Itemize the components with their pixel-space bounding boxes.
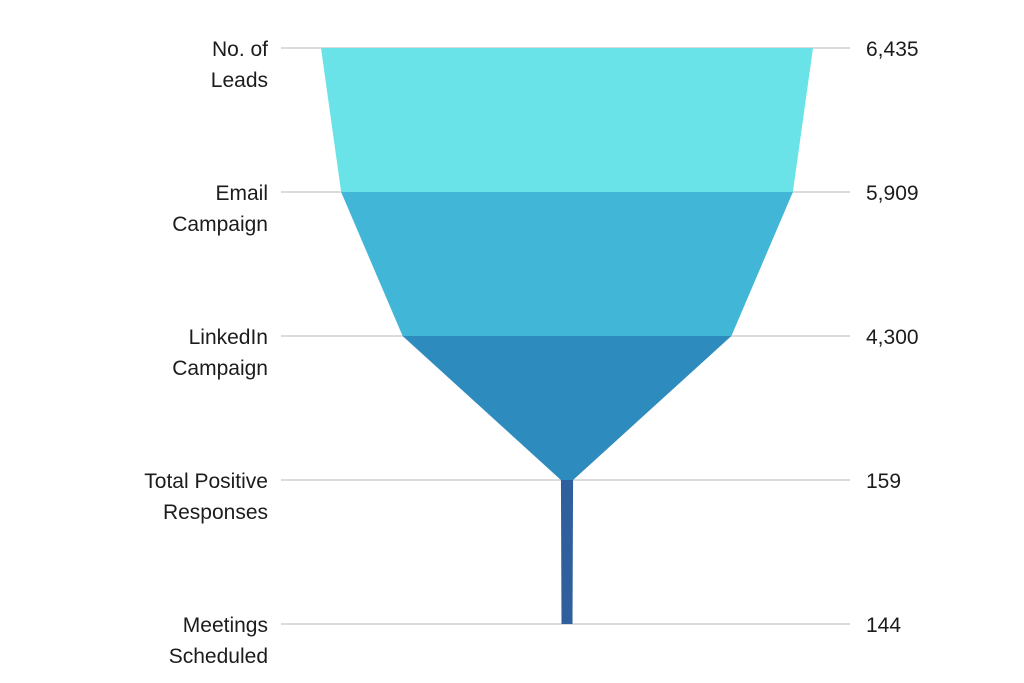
value-labels: 6,435 5,909 4,300 159 144 (866, 38, 919, 637)
stage-label-linkedin-campaign: LinkedIn Campaign (172, 326, 268, 380)
funnel-segment-email-campaign (341, 192, 793, 336)
value-label-meetings-scheduled: 144 (866, 614, 901, 637)
value-label-total-positive-responses: 159 (866, 470, 901, 493)
stage-labels: No. of Leads Email Campaign LinkedIn Campaign… (144, 38, 268, 668)
stage-label-no-of-leads: No. of Leads (211, 38, 268, 92)
funnel-segment-linkedin-campaign (402, 336, 732, 480)
stage-label-meetings-scheduled: Meetings Scheduled (169, 614, 268, 668)
stage-label-email-campaign: Email Campaign (172, 182, 268, 236)
stage-label-total-positive-responses: Total Positive Responses (144, 470, 268, 524)
value-label-linkedin-campaign: 4,300 (866, 326, 919, 349)
value-label-email-campaign: 5,909 (866, 182, 919, 205)
funnel-segment-total-positive-responses (560, 480, 574, 624)
funnel-segment-no-of-leads (321, 48, 813, 192)
value-label-no-of-leads: 6,435 (866, 38, 919, 61)
funnel-segments (321, 48, 813, 624)
